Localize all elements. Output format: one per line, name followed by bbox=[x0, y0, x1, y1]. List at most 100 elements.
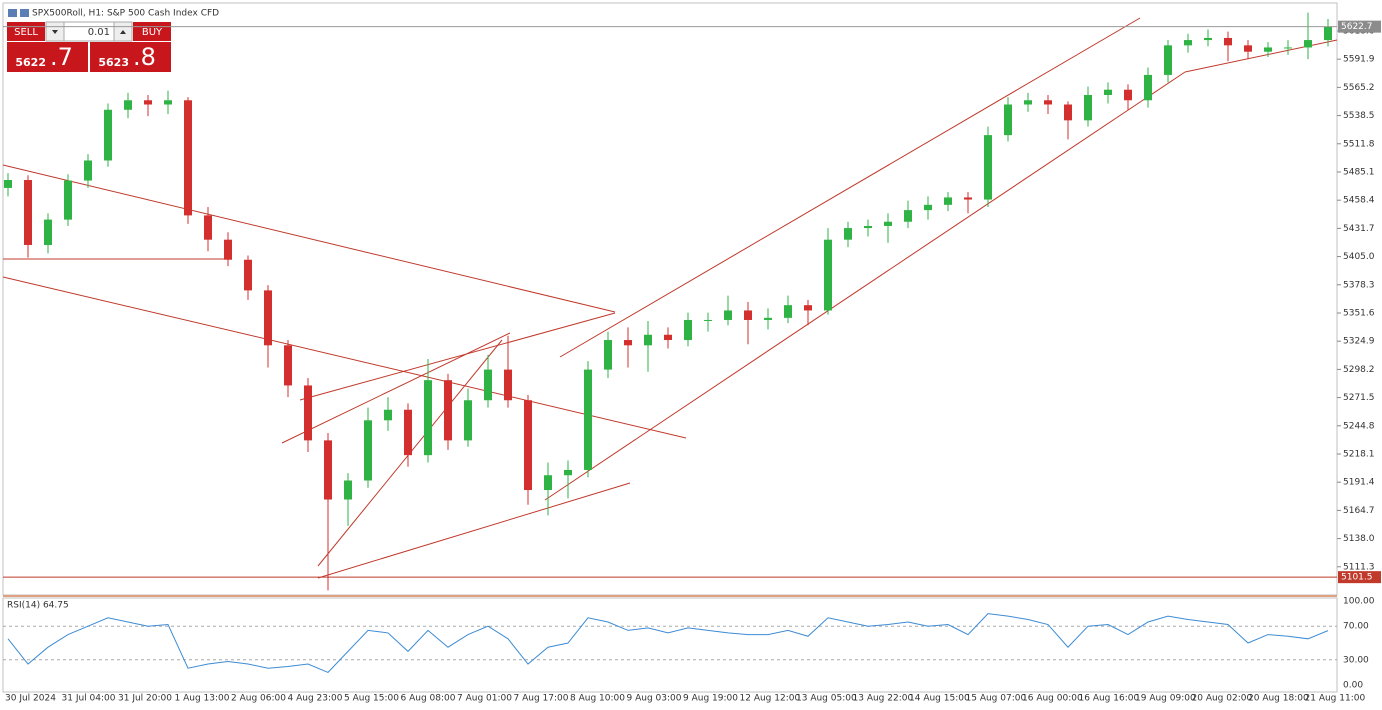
candle-body bbox=[664, 334, 672, 341]
candle-body bbox=[124, 100, 132, 110]
x-tick-label: 21 Aug 11:00 bbox=[1305, 694, 1366, 704]
candle-body bbox=[724, 310, 732, 320]
candle-body bbox=[604, 340, 612, 370]
candle-body bbox=[1184, 40, 1192, 46]
candle-body bbox=[764, 317, 772, 320]
arrow bbox=[52, 30, 58, 34]
x-tick-label: 31 Jul 04:00 bbox=[62, 694, 116, 704]
price-label: 5622.7 bbox=[1341, 22, 1373, 32]
candle-body bbox=[1144, 74, 1152, 101]
candle-body bbox=[424, 380, 432, 456]
candle-body bbox=[544, 475, 552, 491]
candle-body bbox=[364, 420, 372, 481]
candle-body bbox=[104, 109, 112, 161]
candle-body bbox=[24, 180, 32, 245]
candle-body bbox=[1064, 104, 1072, 121]
y-tick-label: 5431.7 bbox=[1343, 224, 1375, 234]
y-tick-label: 5538.5 bbox=[1343, 111, 1375, 121]
rsi-frame bbox=[2, 597, 1338, 693]
candle-body bbox=[144, 100, 152, 105]
price-label-box bbox=[1338, 20, 1381, 33]
candle-body bbox=[624, 340, 632, 346]
x-tick-label: 6 Aug 08:00 bbox=[401, 694, 456, 704]
candle-body bbox=[844, 228, 852, 240]
candle-body bbox=[564, 469, 572, 476]
trend-line bbox=[317, 482, 631, 579]
trend-line bbox=[559, 17, 1141, 358]
x-tick-label: 20 Aug 18:00 bbox=[1248, 694, 1309, 704]
y-tick-label: 5218.1 bbox=[1343, 449, 1375, 459]
candle-body bbox=[264, 290, 272, 346]
y-tick-label: 5271.5 bbox=[1343, 393, 1375, 403]
candle-body bbox=[704, 319, 712, 321]
candle-body bbox=[744, 310, 752, 320]
arrow bbox=[120, 30, 126, 34]
y-tick-label: 5405.0 bbox=[1343, 252, 1375, 262]
candle-body bbox=[804, 305, 812, 311]
y-tick-label: 5511.8 bbox=[1343, 139, 1375, 149]
candle-body bbox=[644, 334, 652, 346]
chart-title: SPX500Roll, H1: S&P 500 Cash Index CFD bbox=[32, 9, 219, 19]
candle-body bbox=[1044, 100, 1052, 105]
candle-body bbox=[1164, 45, 1172, 75]
trend-line bbox=[2, 164, 616, 313]
candle-body bbox=[44, 219, 52, 245]
x-tick-label: 2 Aug 06:00 bbox=[231, 694, 286, 704]
sell-price-box[interactable] bbox=[7, 42, 88, 72]
candle-body bbox=[1224, 37, 1232, 46]
candle-body bbox=[344, 480, 352, 500]
trend-line bbox=[281, 332, 511, 444]
x-tick-label: 7 Aug 17:00 bbox=[514, 694, 569, 704]
candle-body bbox=[244, 259, 252, 291]
x-tick-label: 12 Aug 12:00 bbox=[740, 694, 801, 704]
candle-body bbox=[484, 369, 492, 401]
candle-body bbox=[1324, 26, 1332, 41]
buy-price-box[interactable] bbox=[90, 42, 171, 72]
candle-body bbox=[904, 210, 912, 222]
y-tick-label: 5378.3 bbox=[1343, 280, 1375, 290]
candle-body bbox=[1084, 94, 1092, 121]
x-tick-label: 13 Aug 05:00 bbox=[796, 694, 857, 704]
y-tick-label: 30.00 bbox=[1343, 655, 1369, 665]
candle-body bbox=[884, 221, 892, 226]
candle-body bbox=[1024, 100, 1032, 105]
icon bbox=[8, 9, 17, 17]
x-tick-label: 15 Aug 07:00 bbox=[966, 694, 1027, 704]
x-tick-label: 31 Jul 20:00 bbox=[118, 694, 172, 704]
candle-body bbox=[284, 345, 292, 386]
rsi-title: RSI(14) 64.75 bbox=[7, 601, 69, 611]
sell-label[interactable]: SELL bbox=[14, 27, 38, 38]
x-tick-label: 30 Jul 2024 bbox=[5, 694, 56, 704]
y-tick-label: 100.00 bbox=[1343, 597, 1375, 607]
candle-body bbox=[584, 369, 592, 470]
candle-body bbox=[1124, 89, 1132, 101]
y-tick-label: 0.00 bbox=[1343, 681, 1363, 691]
volume[interactable]: 0.01 bbox=[88, 27, 110, 38]
rsi-line bbox=[7, 613, 1329, 673]
x-tick-label: 16 Aug 00:00 bbox=[1022, 694, 1083, 704]
x-tick-label: 8 Aug 10:00 bbox=[570, 694, 625, 704]
buy-price: 5623 bbox=[98, 56, 129, 69]
candle-body bbox=[684, 319, 692, 341]
trend-line bbox=[299, 312, 616, 401]
level-label-box bbox=[1338, 571, 1381, 584]
candle-body bbox=[784, 305, 792, 318]
y-tick-label: 5591.9 bbox=[1343, 55, 1375, 65]
candle-body bbox=[1304, 40, 1312, 48]
candle-body bbox=[504, 369, 512, 401]
y-tick-label: 5351.6 bbox=[1343, 308, 1375, 318]
y-tick-label: 5298.2 bbox=[1343, 365, 1375, 375]
x-tick-label: 16 Aug 16:00 bbox=[1079, 694, 1140, 704]
candle-body bbox=[1104, 89, 1112, 95]
x-tick-label: 7 Aug 01:00 bbox=[457, 694, 512, 704]
candle-body bbox=[944, 197, 952, 205]
candle-body bbox=[1264, 47, 1272, 52]
icon bbox=[20, 9, 29, 17]
buy-label[interactable]: BUY bbox=[142, 27, 163, 38]
y-tick-label: 5485.1 bbox=[1343, 167, 1375, 177]
candle-body bbox=[304, 385, 312, 441]
candle-body bbox=[164, 100, 172, 105]
buy-price-digits: .8 bbox=[133, 43, 156, 71]
candle-body bbox=[984, 135, 992, 200]
